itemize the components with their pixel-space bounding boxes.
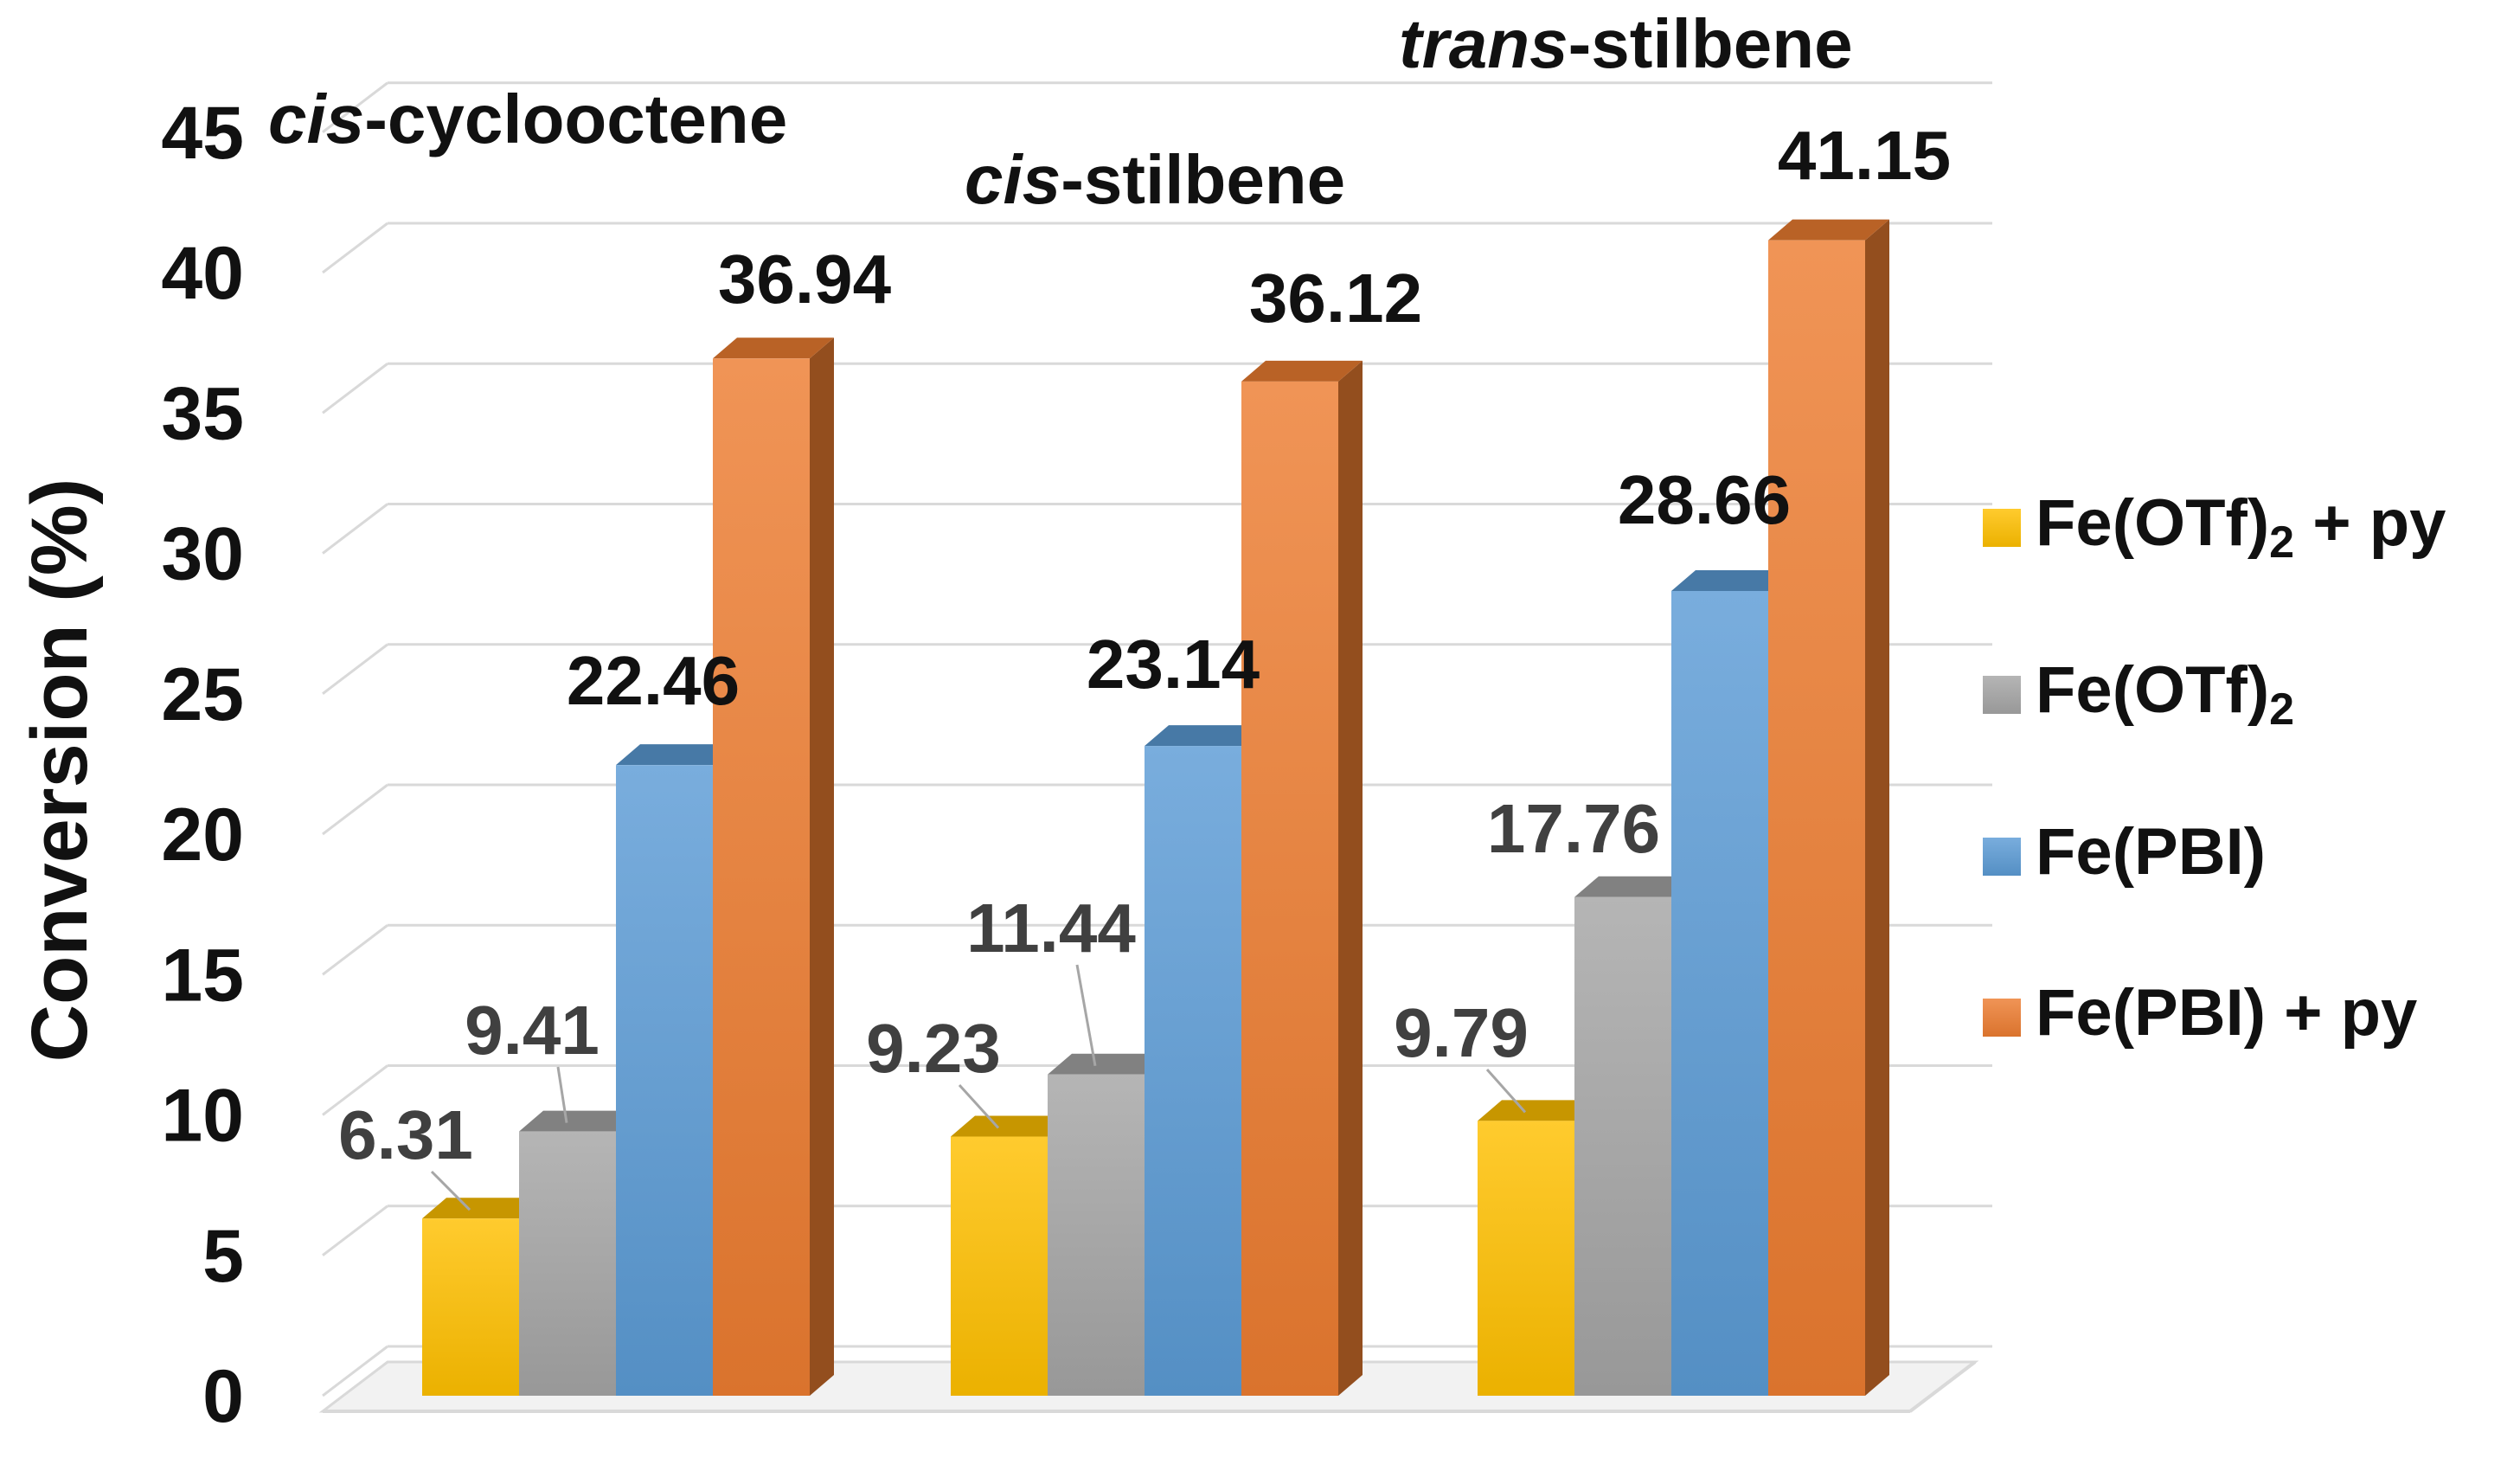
legend-swatch xyxy=(1983,509,2021,547)
legend-swatch xyxy=(1983,676,2021,714)
y-tick-label: 35 xyxy=(161,372,244,455)
legend-item: Fe(OTf)2 + py xyxy=(1983,486,2446,568)
legend-item: Fe(OTf)2 xyxy=(1983,653,2294,735)
bar-front xyxy=(519,1131,616,1396)
y-tick-label: 0 xyxy=(202,1355,244,1438)
bar-front xyxy=(1671,590,1768,1396)
gridline-depth xyxy=(322,1064,388,1116)
gridline-depth xyxy=(322,783,388,836)
bar-top xyxy=(1241,360,1363,382)
gridline-depth xyxy=(322,1345,388,1397)
bar xyxy=(713,337,834,1396)
bar-front xyxy=(1478,1121,1574,1396)
gridline-depth xyxy=(322,1204,388,1256)
legend-swatch xyxy=(1983,838,2021,876)
bar-front xyxy=(951,1136,1048,1396)
bar-top xyxy=(1478,1100,1599,1121)
bar-top xyxy=(1145,725,1266,747)
y-axis-ticks: 0 5 10 15 20 25 30 35 40 45 xyxy=(161,92,244,1438)
y-tick-label: 30 xyxy=(161,513,244,596)
bar-top xyxy=(1768,219,1889,241)
data-label: 9.79 xyxy=(1394,994,1529,1071)
data-label: 28.66 xyxy=(1618,461,1791,538)
data-label: 11.44 xyxy=(966,890,1136,967)
gridline-depth xyxy=(322,363,388,414)
category-labels: cis-cyclooctene cis-stilbene trans-stilben… xyxy=(268,5,1853,218)
y-tick-label: 45 xyxy=(161,92,244,175)
bar-side xyxy=(1865,219,1889,1396)
legend-item: Fe(PBI) + py xyxy=(1983,976,2417,1050)
bar-top xyxy=(616,744,737,766)
y-tick-label: 10 xyxy=(161,1075,244,1158)
y-tick-label: 40 xyxy=(161,232,244,315)
bar xyxy=(1768,219,1889,1396)
bar-front xyxy=(1241,381,1338,1396)
leader-line xyxy=(958,1083,1000,1129)
bar-front xyxy=(713,358,810,1396)
data-label: 36.12 xyxy=(1249,260,1422,337)
bar-front xyxy=(422,1218,519,1396)
bars xyxy=(422,219,1889,1396)
legend-label: Fe(PBI) xyxy=(2036,815,2266,889)
bar-front xyxy=(1574,896,1671,1396)
gridline-depth xyxy=(322,503,388,555)
bar-front xyxy=(1145,746,1241,1396)
y-tick-label: 5 xyxy=(202,1215,244,1298)
bar-top xyxy=(422,1198,543,1219)
data-label: 6.31 xyxy=(338,1096,473,1173)
gridline-depth xyxy=(322,81,388,133)
leader-line xyxy=(1485,1069,1527,1114)
category-label: cis-stilbene xyxy=(965,141,1345,218)
bar xyxy=(1241,360,1363,1396)
category-label: trans-stilbene xyxy=(1399,5,1853,82)
data-label: 9.23 xyxy=(866,1010,1001,1087)
y-tick-label: 25 xyxy=(161,653,244,736)
y-tick-label: 20 xyxy=(161,793,244,877)
leader-line xyxy=(556,1066,568,1123)
bar-top xyxy=(1048,1053,1169,1075)
bar-top xyxy=(519,1110,640,1132)
legend: Fe(OTf)2 + py Fe(OTf)2 Fe(PBI) Fe(PBI) + py xyxy=(1983,486,2446,1050)
data-label: 36.94 xyxy=(718,241,892,318)
y-tick-label: 15 xyxy=(161,934,244,1017)
y-axis-label: Conversion (%) xyxy=(16,479,104,1063)
data-labels: 6.31 9.41 22.46 36.94 9.23 11.44 23.14 36.12 9.7… xyxy=(338,117,1951,1173)
floor-edge xyxy=(1908,1360,1977,1413)
bar-top xyxy=(713,337,834,359)
data-label: 41.15 xyxy=(1778,117,1951,194)
legend-item: Fe(PBI) xyxy=(1983,815,2266,889)
leader-line xyxy=(430,1170,471,1211)
gridline-depth xyxy=(322,222,388,274)
legend-swatch xyxy=(1983,999,2021,1037)
bar-side xyxy=(810,337,834,1396)
bar-front xyxy=(1048,1074,1145,1396)
legend-label: Fe(OTf)2 + py xyxy=(2036,486,2446,568)
bar-front xyxy=(616,765,713,1396)
gridline-depth xyxy=(322,643,388,695)
data-label: 22.46 xyxy=(567,642,740,719)
category-label: cis-cyclooctene xyxy=(268,80,787,157)
bar-front xyxy=(1768,240,1865,1396)
bar-side xyxy=(1338,360,1363,1396)
bar-top xyxy=(1671,569,1792,591)
data-label: 23.14 xyxy=(1087,626,1260,703)
leader-line xyxy=(1075,964,1097,1067)
leader-lines xyxy=(430,964,1527,1211)
legend-label: Fe(PBI) + py xyxy=(2036,976,2417,1050)
data-label: 17.76 xyxy=(1487,790,1660,867)
bar-top xyxy=(951,1115,1072,1137)
legend-label: Fe(OTf)2 xyxy=(2036,653,2294,735)
bar-top xyxy=(1574,876,1696,897)
gridline-depth xyxy=(322,924,388,976)
data-label: 9.41 xyxy=(465,992,600,1069)
